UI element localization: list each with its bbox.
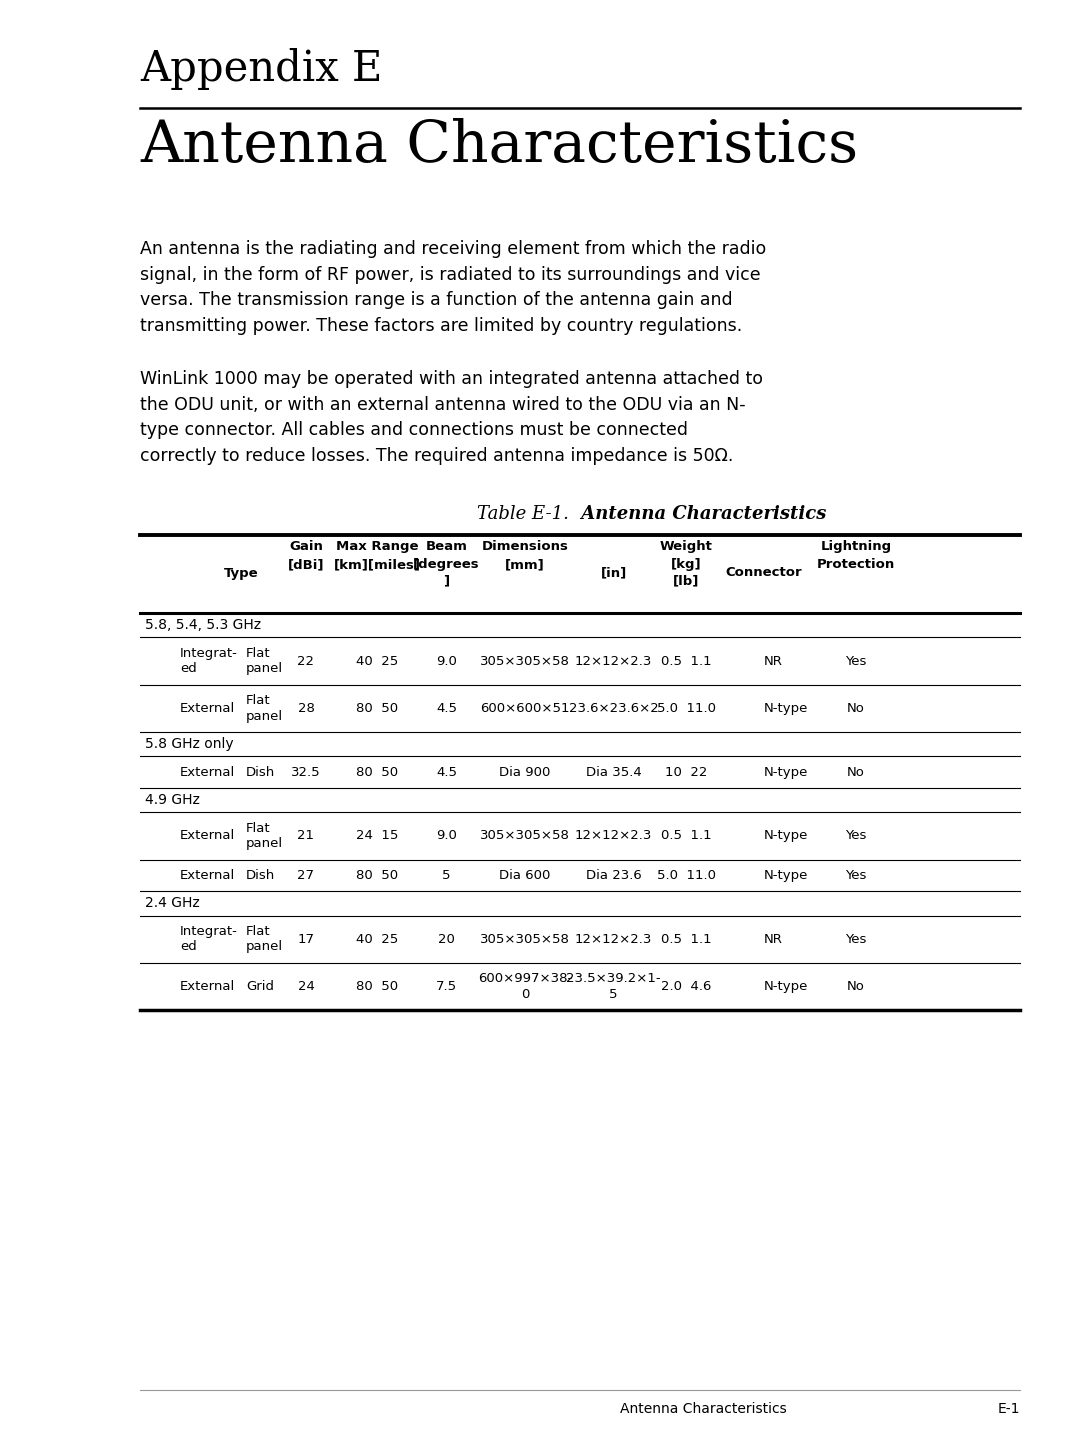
Text: An antenna is the radiating and receiving element from which the radio
signal, i: An antenna is the radiating and receivin…	[140, 240, 766, 335]
Text: 5.0  11.0: 5.0 11.0	[657, 702, 716, 715]
Text: 40  25: 40 25	[356, 655, 398, 668]
Text: 5.8 GHz only: 5.8 GHz only	[145, 737, 234, 751]
Text: 21: 21	[297, 830, 314, 843]
Text: [dBi]: [dBi]	[288, 559, 324, 572]
Text: Yes: Yes	[845, 830, 867, 843]
Text: 305×305×58: 305×305×58	[480, 830, 570, 843]
Text: 12×12×2.3: 12×12×2.3	[575, 932, 653, 946]
Text: 0.5  1.1: 0.5 1.1	[661, 830, 712, 843]
Text: Gain: Gain	[289, 540, 323, 553]
Text: N-type: N-type	[764, 765, 809, 778]
Text: Dish: Dish	[246, 869, 276, 882]
Text: 305×305×58: 305×305×58	[480, 932, 570, 946]
Text: NR: NR	[764, 655, 783, 668]
Text: 27: 27	[297, 869, 314, 882]
Text: 4.5: 4.5	[436, 765, 457, 778]
Text: 80  50: 80 50	[356, 869, 398, 882]
Text: 2.0  4.6: 2.0 4.6	[661, 979, 712, 992]
Text: 600×600×51: 600×600×51	[480, 702, 570, 715]
Text: Beam: Beam	[425, 540, 467, 553]
Text: 600×997×38-
0: 600×997×38- 0	[478, 972, 572, 1001]
Text: [degrees
]: [degrees ]	[414, 559, 480, 587]
Text: 24  15: 24 15	[356, 830, 398, 843]
Text: Antenna Characteristics: Antenna Characteristics	[140, 118, 858, 174]
Text: 40  25: 40 25	[356, 932, 398, 946]
Text: 80  50: 80 50	[356, 765, 398, 778]
Text: E-1: E-1	[997, 1402, 1020, 1416]
Text: External: External	[180, 979, 235, 992]
Text: 4.9 GHz: 4.9 GHz	[145, 793, 200, 807]
Text: 7.5: 7.5	[436, 979, 457, 992]
Text: Dia 900: Dia 900	[500, 765, 550, 778]
Text: Antenna Characteristics: Antenna Characteristics	[575, 505, 826, 523]
Text: [kg]
[lb]: [kg] [lb]	[671, 559, 702, 587]
Text: Flat
panel: Flat panel	[246, 694, 283, 722]
Text: N-type: N-type	[764, 869, 809, 882]
Text: 2.4 GHz: 2.4 GHz	[145, 896, 199, 910]
Text: Grid: Grid	[246, 979, 274, 992]
Text: External: External	[180, 830, 235, 843]
Text: Appendix E: Appendix E	[140, 47, 382, 90]
Text: External: External	[180, 869, 235, 882]
Text: 305×305×58: 305×305×58	[480, 655, 570, 668]
Text: [km][miles]: [km][miles]	[334, 559, 421, 572]
Text: 23.5×39.2×1-
5: 23.5×39.2×1- 5	[567, 972, 661, 1001]
Text: NR: NR	[764, 932, 783, 946]
Text: 28: 28	[297, 702, 314, 715]
Text: Lightning: Lightning	[821, 540, 892, 553]
Text: 0.5  1.1: 0.5 1.1	[661, 932, 712, 946]
Text: No: No	[848, 979, 865, 992]
Text: Yes: Yes	[845, 655, 867, 668]
Text: External: External	[180, 765, 235, 778]
Text: 0.5  1.1: 0.5 1.1	[661, 655, 712, 668]
Text: 12×12×2.3: 12×12×2.3	[575, 655, 653, 668]
Text: 12×12×2.3: 12×12×2.3	[575, 830, 653, 843]
Text: Max Range: Max Range	[336, 540, 419, 553]
Text: External: External	[180, 702, 235, 715]
Text: Antenna Characteristics: Antenna Characteristics	[620, 1402, 787, 1416]
Text: No: No	[848, 765, 865, 778]
Text: 10  22: 10 22	[666, 765, 708, 778]
Text: Table E-1.: Table E-1.	[477, 505, 575, 523]
Text: Yes: Yes	[845, 932, 867, 946]
Text: 80  50: 80 50	[356, 702, 398, 715]
Text: 5.0  11.0: 5.0 11.0	[657, 869, 716, 882]
Text: Integrat-
ed: Integrat- ed	[180, 925, 238, 954]
Text: Dish: Dish	[246, 765, 276, 778]
Text: Dia 23.6: Dia 23.6	[586, 869, 642, 882]
Text: Weight: Weight	[660, 540, 713, 553]
Text: N-type: N-type	[764, 830, 809, 843]
Text: 22: 22	[297, 655, 314, 668]
Text: 4.5: 4.5	[436, 702, 457, 715]
Text: 24: 24	[297, 979, 314, 992]
Text: 23.6×23.6×2: 23.6×23.6×2	[569, 702, 658, 715]
Text: [mm]: [mm]	[505, 559, 545, 572]
Text: 17: 17	[297, 932, 314, 946]
Text: Flat
panel: Flat panel	[246, 646, 283, 675]
Text: N-type: N-type	[764, 979, 809, 992]
Text: Yes: Yes	[845, 869, 867, 882]
Text: Dimensions: Dimensions	[481, 540, 569, 553]
Text: N-type: N-type	[764, 702, 809, 715]
Text: 9.0: 9.0	[436, 655, 457, 668]
Text: Integrat-
ed: Integrat- ed	[180, 646, 238, 675]
Text: Protection: Protection	[816, 559, 895, 572]
Text: 32.5: 32.5	[291, 765, 321, 778]
Text: Flat
panel: Flat panel	[246, 925, 283, 954]
Text: Connector: Connector	[726, 566, 802, 580]
Text: No: No	[848, 702, 865, 715]
Text: Dia 35.4: Dia 35.4	[586, 765, 642, 778]
Text: Type: Type	[224, 566, 258, 580]
Text: 80  50: 80 50	[356, 979, 398, 992]
Text: 20: 20	[438, 932, 454, 946]
Text: 5.8, 5.4, 5.3 GHz: 5.8, 5.4, 5.3 GHz	[145, 619, 261, 632]
Text: [in]: [in]	[600, 566, 627, 580]
Text: Flat
panel: Flat panel	[246, 821, 283, 850]
Text: 9.0: 9.0	[436, 830, 457, 843]
Text: WinLink 1000 may be operated with an integrated antenna attached to
the ODU unit: WinLink 1000 may be operated with an int…	[140, 370, 763, 465]
Text: 5: 5	[443, 869, 451, 882]
Text: Dia 600: Dia 600	[500, 869, 550, 882]
